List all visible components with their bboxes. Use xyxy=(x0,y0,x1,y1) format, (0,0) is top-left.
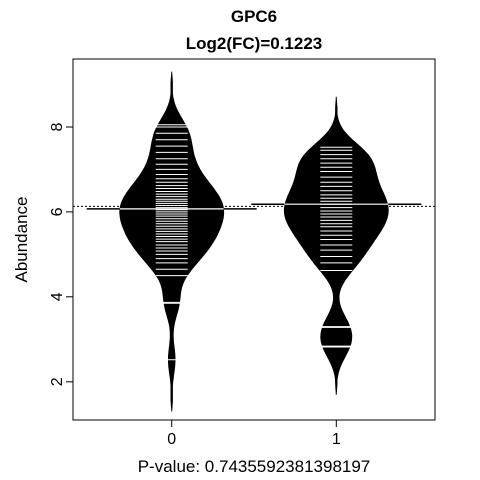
axes-layer: 2 4 6 8 0 1 xyxy=(49,122,341,448)
y-tick-label-6: 6 xyxy=(49,207,66,216)
plot-frame xyxy=(72,58,436,421)
y-tick-label-2: 2 xyxy=(49,377,66,386)
y-tick-label-8: 8 xyxy=(49,122,66,131)
bean-group-1 xyxy=(283,96,389,395)
bean-lines-layer xyxy=(73,124,435,361)
y-axis-title: Abundance xyxy=(12,196,31,282)
y-tick-label-4: 4 xyxy=(49,292,66,301)
x-tick-label-0: 0 xyxy=(167,431,176,448)
x-axis-title: P-value: 0.7435592381398197 xyxy=(138,457,371,476)
x-tick-label-1: 1 xyxy=(332,431,341,448)
chart-subtitle: Log2(FC)=0.1223 xyxy=(186,34,323,53)
chart-title: GPC6 xyxy=(231,7,277,26)
